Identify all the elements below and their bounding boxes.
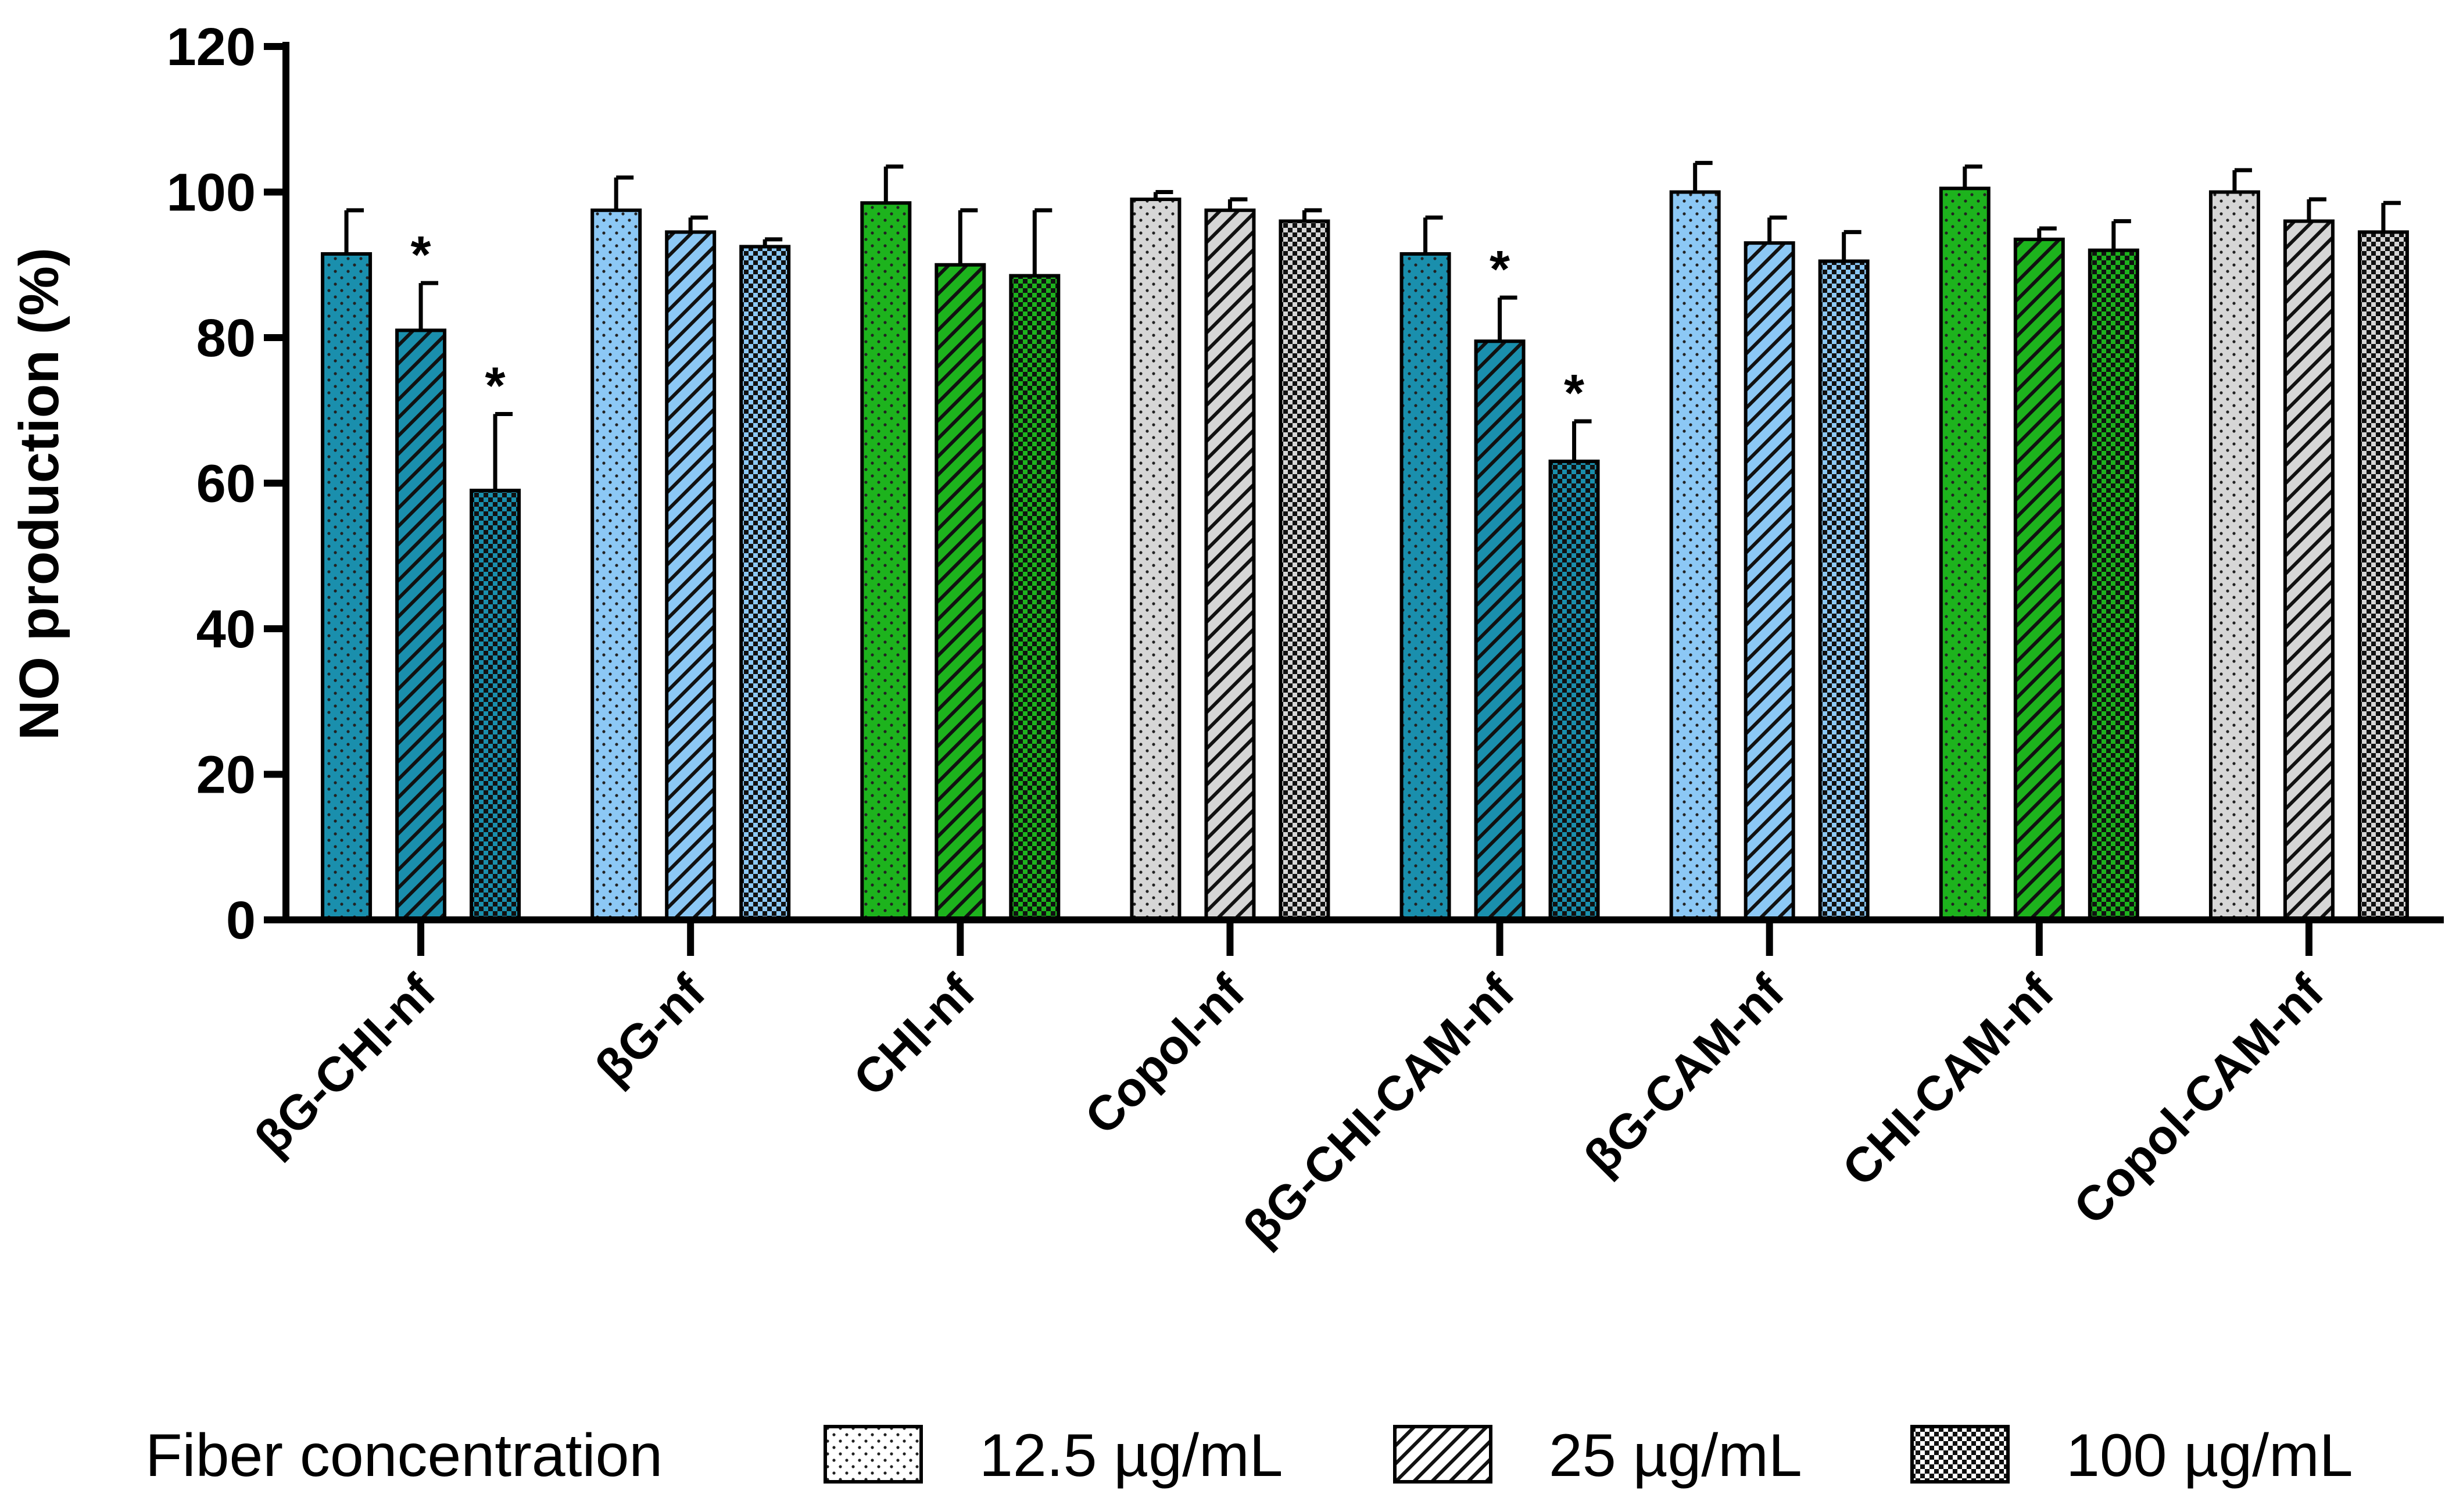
x-tick-label: Copol-CAM-nf <box>2063 964 2334 1235</box>
legend-label: 12.5 µg/mL <box>979 1422 1283 1489</box>
legend-label: 25 µg/mL <box>1549 1422 1802 1489</box>
x-tick-label: βG-CAM-nf <box>1574 964 1795 1185</box>
bar <box>395 328 447 922</box>
plot-area: 0 20 40 60 80 100 120 * * βG-CHI-nf βG-nf CHI-nf Cop… <box>167 17 2444 1256</box>
bar <box>1548 459 1600 922</box>
significance-marker: * <box>411 226 431 284</box>
y-tick-label: 80 <box>196 309 256 368</box>
bar <box>739 245 791 922</box>
significance-marker: * <box>485 357 506 415</box>
y-tick-label: 100 <box>167 163 256 223</box>
bar <box>1204 208 1256 922</box>
bar <box>860 201 912 922</box>
legend-label: 100 µg/mL <box>2066 1422 2353 1489</box>
legend-swatch <box>824 1425 923 1484</box>
bar <box>1669 190 1721 922</box>
x-tick-label: βG-CHI-nf <box>244 964 446 1166</box>
legend-swatch <box>1910 1425 2010 1484</box>
bar <box>1744 241 1795 922</box>
bar <box>1009 274 1061 922</box>
bar <box>470 489 521 922</box>
x-tick-label: CHI-nf <box>843 964 985 1106</box>
bar <box>2357 230 2409 922</box>
x-tick-label: βG-CHI-CAM-nf <box>1233 964 1525 1256</box>
y-tick-label: 0 <box>226 891 256 950</box>
bar <box>2013 237 2065 922</box>
y-axis-label: NO production (%) <box>8 248 70 740</box>
bar <box>2283 219 2335 922</box>
legend: Fiber concentration 12.5 µg/mL 25 µg/mL 10… <box>145 1422 2353 1489</box>
bar <box>1474 339 1526 922</box>
legend-swatch <box>1393 1425 1492 1484</box>
bar <box>2208 190 2260 922</box>
bar <box>321 252 373 922</box>
bar <box>590 208 642 922</box>
y-tick-label: 120 <box>167 17 256 77</box>
significance-marker: * <box>1564 364 1584 422</box>
bar <box>935 263 986 922</box>
bar <box>1939 187 1991 922</box>
x-tick-label: βG-nf <box>585 964 715 1095</box>
x-tick-label: Copol-nf <box>1075 964 1255 1145</box>
bar <box>2088 248 2139 922</box>
significance-marker: * <box>1490 241 1510 299</box>
y-tick-label: 60 <box>196 454 256 514</box>
bar <box>665 230 717 922</box>
bar <box>1130 198 1182 922</box>
bar <box>1818 259 1870 922</box>
y-tick-label: 40 <box>196 600 256 659</box>
bar <box>1399 252 1451 922</box>
legend-title: Fiber concentration <box>145 1422 663 1489</box>
x-tick-label: CHI-CAM-nf <box>1832 964 2064 1196</box>
y-tick-label: 20 <box>196 746 256 805</box>
bar <box>1279 219 1330 922</box>
